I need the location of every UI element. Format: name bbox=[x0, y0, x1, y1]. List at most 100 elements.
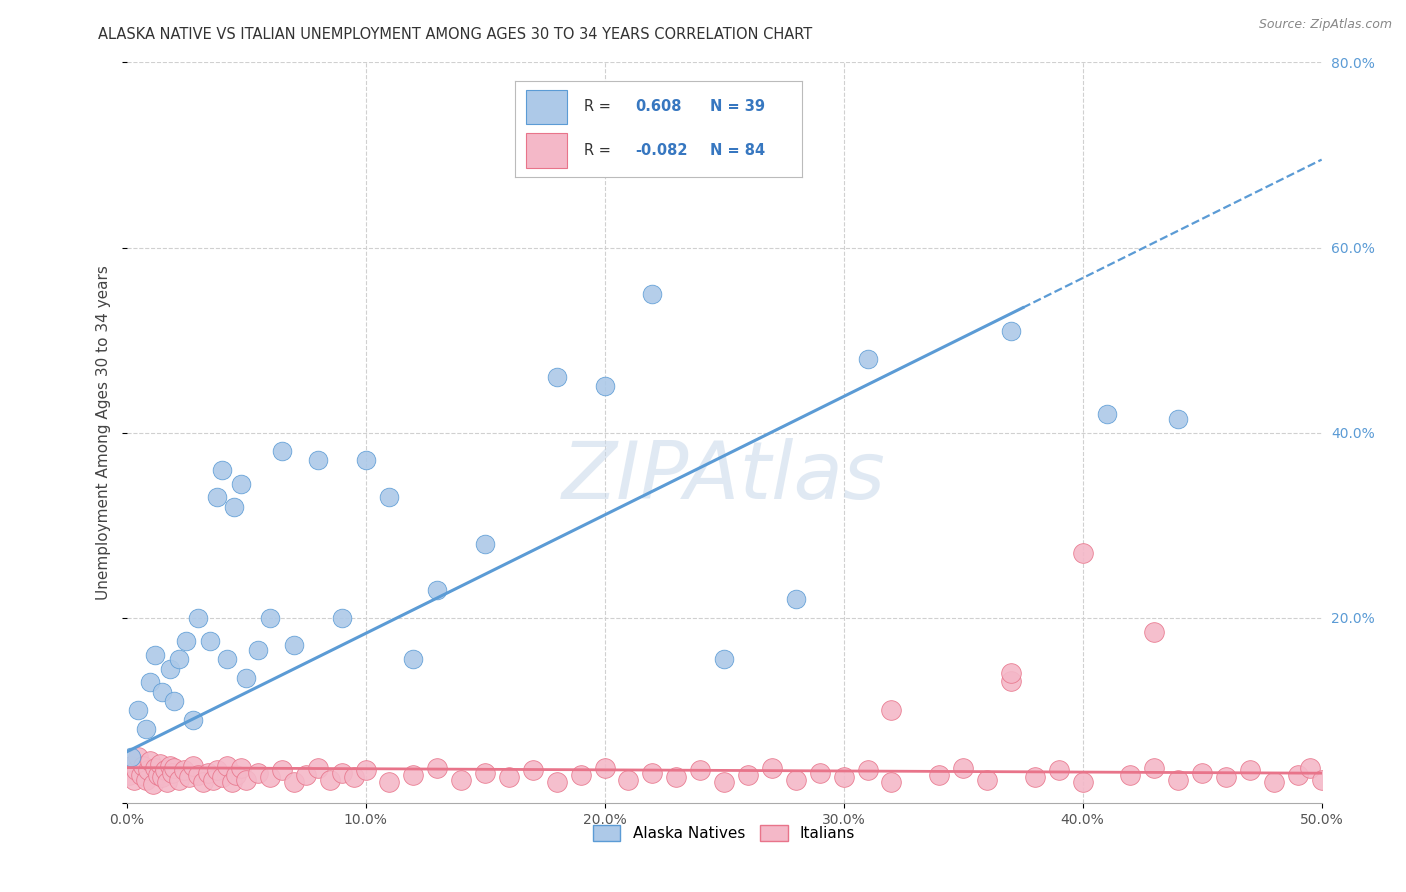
Point bbox=[135, 722, 157, 736]
Point bbox=[546, 775, 568, 789]
Point bbox=[183, 758, 205, 772]
Point bbox=[211, 770, 233, 784]
Point bbox=[1143, 761, 1166, 775]
Point bbox=[617, 772, 640, 787]
Point bbox=[402, 768, 425, 782]
Point bbox=[120, 749, 142, 764]
Point bbox=[641, 766, 664, 780]
Point bbox=[318, 772, 342, 787]
Point bbox=[235, 772, 257, 787]
Point bbox=[132, 758, 155, 772]
Point bbox=[426, 761, 449, 775]
Point bbox=[785, 592, 807, 607]
Point bbox=[1095, 407, 1118, 421]
Point bbox=[120, 758, 142, 772]
Point bbox=[163, 694, 186, 708]
Point bbox=[1071, 546, 1094, 560]
Point bbox=[174, 633, 197, 648]
Point bbox=[146, 768, 169, 782]
Point bbox=[167, 772, 190, 787]
Point bbox=[143, 761, 166, 775]
Point bbox=[150, 685, 174, 699]
Point bbox=[173, 764, 195, 778]
Point bbox=[1215, 770, 1237, 784]
Point bbox=[222, 500, 246, 514]
Point bbox=[952, 761, 974, 775]
Point bbox=[159, 662, 181, 676]
Point bbox=[522, 764, 544, 778]
Point bbox=[856, 764, 879, 778]
Point bbox=[569, 768, 592, 782]
Point bbox=[880, 703, 903, 717]
Point bbox=[354, 764, 377, 778]
Point bbox=[665, 770, 688, 784]
Point bbox=[177, 770, 200, 784]
Point bbox=[307, 453, 329, 467]
Point bbox=[808, 766, 831, 780]
Point bbox=[450, 772, 472, 787]
Point bbox=[474, 766, 496, 780]
Point bbox=[135, 772, 157, 787]
Point bbox=[156, 775, 179, 789]
Point bbox=[259, 610, 281, 624]
Point bbox=[153, 764, 176, 778]
Point bbox=[122, 772, 145, 787]
Point bbox=[713, 652, 735, 666]
Point bbox=[402, 652, 425, 666]
Point bbox=[197, 766, 219, 780]
Point bbox=[125, 764, 148, 778]
Point bbox=[689, 764, 711, 778]
Point bbox=[163, 761, 186, 775]
Text: Source: ZipAtlas.com: Source: ZipAtlas.com bbox=[1258, 18, 1392, 31]
Point bbox=[221, 775, 243, 789]
Point bbox=[1286, 768, 1309, 782]
Point bbox=[1024, 770, 1046, 784]
Point bbox=[832, 770, 855, 784]
Point bbox=[1263, 775, 1285, 789]
Point bbox=[159, 758, 181, 772]
Point bbox=[1167, 772, 1189, 787]
Point bbox=[211, 462, 233, 476]
Point bbox=[235, 671, 257, 685]
Point bbox=[976, 772, 998, 787]
Point bbox=[1143, 624, 1166, 639]
Point bbox=[231, 476, 253, 491]
Point bbox=[259, 770, 281, 784]
Point bbox=[136, 764, 159, 778]
Point bbox=[593, 379, 616, 393]
Point bbox=[200, 633, 222, 648]
Point bbox=[1310, 772, 1333, 787]
Point bbox=[207, 491, 229, 505]
Point bbox=[142, 777, 165, 791]
Point bbox=[283, 639, 305, 653]
Point bbox=[225, 768, 247, 782]
Point bbox=[191, 775, 214, 789]
Point bbox=[1167, 411, 1189, 425]
Point bbox=[1000, 324, 1022, 338]
Point bbox=[270, 444, 294, 458]
Point bbox=[343, 770, 366, 784]
Point bbox=[426, 582, 449, 597]
Point bbox=[270, 764, 294, 778]
Point bbox=[1000, 666, 1022, 681]
Point bbox=[143, 648, 166, 662]
Point bbox=[880, 775, 903, 789]
Point bbox=[498, 770, 520, 784]
Point bbox=[129, 768, 152, 782]
Point bbox=[1000, 673, 1022, 688]
Text: ZIPAtlas: ZIPAtlas bbox=[562, 438, 886, 516]
Point bbox=[231, 761, 253, 775]
Y-axis label: Unemployment Among Ages 30 to 34 years: Unemployment Among Ages 30 to 34 years bbox=[96, 265, 111, 600]
Point bbox=[139, 754, 162, 768]
Point bbox=[187, 610, 209, 624]
Point bbox=[593, 761, 616, 775]
Point bbox=[150, 770, 174, 784]
Point bbox=[149, 756, 172, 771]
Text: ALASKA NATIVE VS ITALIAN UNEMPLOYMENT AMONG AGES 30 TO 34 YEARS CORRELATION CHAR: ALASKA NATIVE VS ITALIAN UNEMPLOYMENT AM… bbox=[98, 27, 813, 42]
Point bbox=[187, 768, 209, 782]
Point bbox=[378, 775, 401, 789]
Point bbox=[330, 766, 353, 780]
Point bbox=[283, 775, 305, 789]
Point bbox=[1071, 775, 1094, 789]
Point bbox=[641, 286, 664, 301]
